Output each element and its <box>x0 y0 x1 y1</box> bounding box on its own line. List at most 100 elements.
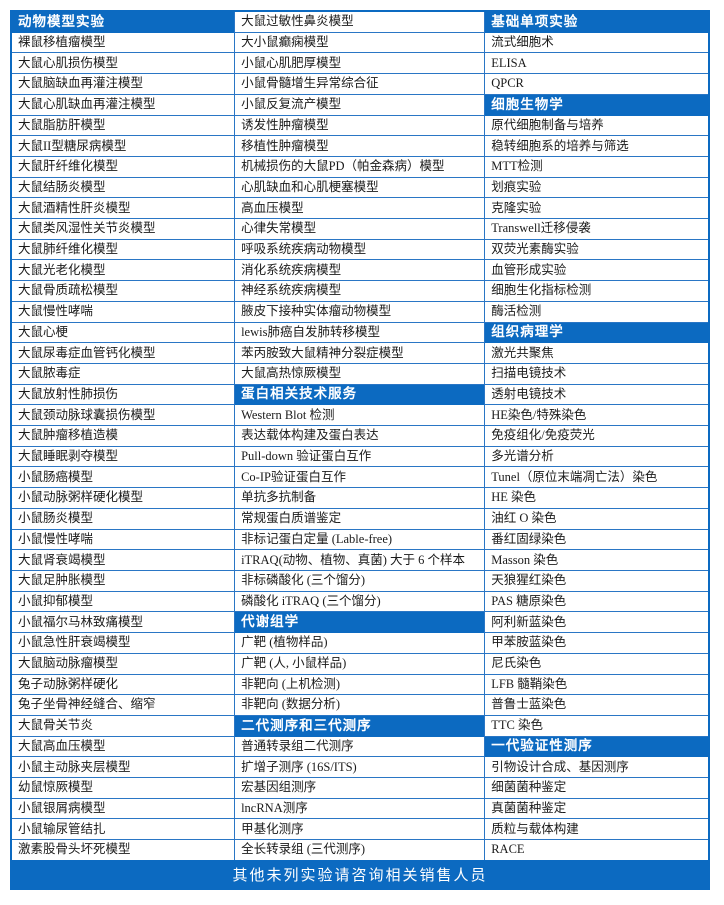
service-item-cell: 裸鼠移植瘤模型 <box>12 32 235 54</box>
service-item-cell: 非靶向 (上机检测) <box>235 674 485 696</box>
service-item-cell: 激光共聚焦 <box>485 343 708 364</box>
service-item-cell: 大鼠高热惊厥模型 <box>235 363 485 385</box>
service-item-cell: 大鼠肾衰竭模型 <box>12 550 235 571</box>
service-item-cell: 大鼠脂肪肝模型 <box>12 115 235 137</box>
service-item-cell: 宏基因组测序 <box>235 778 485 799</box>
service-item-cell: 小鼠银屑病模型 <box>12 798 235 820</box>
service-item-cell: 小鼠急性肝衰竭模型 <box>12 633 235 654</box>
service-item-cell: QPCR <box>485 74 708 95</box>
service-item-cell: 表达载体构建及蛋白表达 <box>235 426 485 447</box>
service-item-cell: 小鼠反复流产模型 <box>235 94 485 116</box>
service-item-cell: 免疫组化/免疫荧光 <box>485 426 708 447</box>
service-item-cell: HE染色/特殊染色 <box>485 405 708 427</box>
service-item-cell: 大鼠心肌损伤模型 <box>12 53 235 75</box>
service-item-cell: 大鼠脑缺血再灌注模型 <box>12 74 235 95</box>
service-item-cell: 阿利新蓝染色 <box>485 612 708 634</box>
service-item-cell: 移植性肿瘤模型 <box>235 136 485 157</box>
service-item-cell: 大鼠慢性哮喘 <box>12 301 235 323</box>
section-header-cell: 二代测序和三代测序 <box>235 715 485 737</box>
column-animal-models: 动物模型实验 裸鼠移植瘤模型 大鼠心肌损伤模型 大鼠脑缺血再灌注模型 大鼠心肌缺血再灌注… <box>12 12 236 860</box>
service-item-cell: 大鼠脑动脉瘤模型 <box>12 653 235 675</box>
service-item-cell: ELISA <box>485 53 708 75</box>
service-item-cell: TTC 染色 <box>485 715 708 737</box>
service-item-cell: 小鼠福尔马林致痛模型 <box>12 612 235 634</box>
service-item-cell: 细菌菌种鉴定 <box>485 778 708 799</box>
service-item-cell: 双荧光素酶实验 <box>485 239 708 261</box>
service-item-cell: 大鼠颈动脉球囊损伤模型 <box>12 405 235 427</box>
service-item-cell: 流式细胞术 <box>485 32 708 54</box>
service-item-cell: 透射电镜技术 <box>485 384 708 406</box>
service-item-cell: 小鼠肠炎模型 <box>12 508 235 530</box>
service-item-cell: 大鼠肿瘤移植造模 <box>12 426 235 447</box>
service-item-cell: 心肌缺血和心肌梗塞模型 <box>235 177 485 199</box>
service-item-cell: 大鼠足肿胀模型 <box>12 570 235 592</box>
service-item-cell: 大鼠过敏性鼻炎模型 <box>235 12 485 33</box>
service-item-cell: 普鲁士蓝染色 <box>485 695 708 716</box>
service-item-cell: iTRAQ(动物、植物、真菌) 大于 6 个样本 <box>235 550 485 571</box>
service-item-cell: 大鼠骨关节炎 <box>12 715 235 737</box>
service-item-cell: 酶活检测 <box>485 301 708 323</box>
service-item-cell: 大鼠肺纤维化模型 <box>12 239 235 261</box>
service-table-columns: 动物模型实验 裸鼠移植瘤模型 大鼠心肌损伤模型 大鼠脑缺血再灌注模型 大鼠心肌缺血再灌注… <box>12 12 708 860</box>
service-item-cell: 兔子坐骨神经缝合、缩窄 <box>12 695 235 716</box>
service-item-cell: 大鼠心肌缺血再灌注模型 <box>12 94 235 116</box>
service-item-cell: 全长转录组 (三代测序) <box>235 840 485 860</box>
service-item-cell: 甲基化测序 <box>235 819 485 841</box>
service-item-cell: 非标磷酸化 (三个馏分) <box>235 570 485 592</box>
service-item-cell: Tunel（原位末端凋亡法）染色 <box>485 467 708 489</box>
service-item-cell: 小鼠肠癌模型 <box>12 467 235 489</box>
service-item-cell: 真菌菌种鉴定 <box>485 798 708 820</box>
service-item-cell: 机械损伤的大鼠PD（帕金森病）模型 <box>235 156 485 178</box>
column-models-protein-metabolomics-sequencing: 大鼠过敏性鼻炎模型 大小鼠癫痫模型 小鼠心肌肥厚模型 小鼠骨髓增生异常综合征 小鼠反复流… <box>235 12 486 860</box>
service-item-cell: 大鼠肝纤维化模型 <box>12 156 235 178</box>
service-item-cell: 呼吸系统疾病动物模型 <box>235 239 485 261</box>
service-item-cell: RACE <box>485 840 708 860</box>
service-item-cell: 诱发性肿瘤模型 <box>235 115 485 137</box>
service-item-cell: 稳转细胞系的培养与筛选 <box>485 136 708 157</box>
service-item-cell: Pull-down 验证蛋白互作 <box>235 446 485 468</box>
section-header-cell: 细胞生物学 <box>485 94 708 116</box>
service-item-cell: 细胞生化指标检测 <box>485 281 708 302</box>
service-item-cell: 大鼠尿毒症血管钙化模型 <box>12 343 235 364</box>
service-item-cell: Co-IP验证蛋白互作 <box>235 467 485 489</box>
service-item-cell: 大鼠睡眠剥夺模型 <box>12 446 235 468</box>
service-item-cell: 大鼠II型糖尿病模型 <box>12 136 235 157</box>
service-item-cell: 普通转录组二代测序 <box>235 736 485 758</box>
service-item-cell: 幼鼠惊厥模型 <box>12 778 235 799</box>
section-header-cell: 蛋白相关技术服务 <box>235 384 485 406</box>
service-item-cell: 引物设计合成、基因测序 <box>485 757 708 779</box>
service-item-cell: 激素股骨头坏死模型 <box>12 840 235 860</box>
service-item-cell: MTT检测 <box>485 156 708 178</box>
service-item-cell: 心律失常模型 <box>235 219 485 240</box>
service-item-cell: lncRNA测序 <box>235 798 485 820</box>
section-header-cell: 一代验证性测序 <box>485 736 708 758</box>
service-item-cell: 大鼠结肠炎模型 <box>12 177 235 199</box>
service-item-cell: 克隆实验 <box>485 198 708 220</box>
service-item-cell: 非标记蛋白定量 (Lable-free) <box>235 529 485 551</box>
service-item-cell: 大鼠酒精性肝炎模型 <box>12 198 235 220</box>
service-item-cell: 苯丙胺致大鼠精神分裂症模型 <box>235 343 485 364</box>
service-item-cell: 甲苯胺蓝染色 <box>485 633 708 654</box>
service-item-cell: 小鼠骨髓增生异常综合征 <box>235 74 485 95</box>
service-item-cell: 大鼠高血压模型 <box>12 736 235 758</box>
service-item-cell: 大鼠骨质疏松模型 <box>12 281 235 302</box>
service-item-cell: 油红 O 染色 <box>485 508 708 530</box>
service-item-cell: 扩增子测序 (16S/ITS) <box>235 757 485 779</box>
service-item-cell: 质粒与载体构建 <box>485 819 708 841</box>
service-item-cell: 小鼠主动脉夹层模型 <box>12 757 235 779</box>
service-item-cell: 小鼠慢性哮喘 <box>12 529 235 551</box>
section-header-cell: 代谢组学 <box>235 612 485 634</box>
service-item-cell: 常规蛋白质谱鉴定 <box>235 508 485 530</box>
service-item-cell: 原代细胞制备与培养 <box>485 115 708 137</box>
service-item-cell: lewis肺癌自发肺转移模型 <box>235 322 485 344</box>
service-item-cell: 大鼠光老化模型 <box>12 260 235 282</box>
service-item-cell: 血管形成实验 <box>485 260 708 282</box>
service-item-cell: Masson 染色 <box>485 550 708 571</box>
section-header-cell: 基础单项实验 <box>485 12 708 33</box>
service-item-cell: 兔子动脉粥样硬化 <box>12 674 235 696</box>
service-item-cell: 广靶 (人, 小鼠样品) <box>235 653 485 675</box>
service-item-cell: 小鼠输尿管结扎 <box>12 819 235 841</box>
section-header-cell: 动物模型实验 <box>12 12 235 33</box>
section-header-cell: 组织病理学 <box>485 322 708 344</box>
footer-note: 其他未列实验请咨询相关销售人员 <box>12 860 708 888</box>
